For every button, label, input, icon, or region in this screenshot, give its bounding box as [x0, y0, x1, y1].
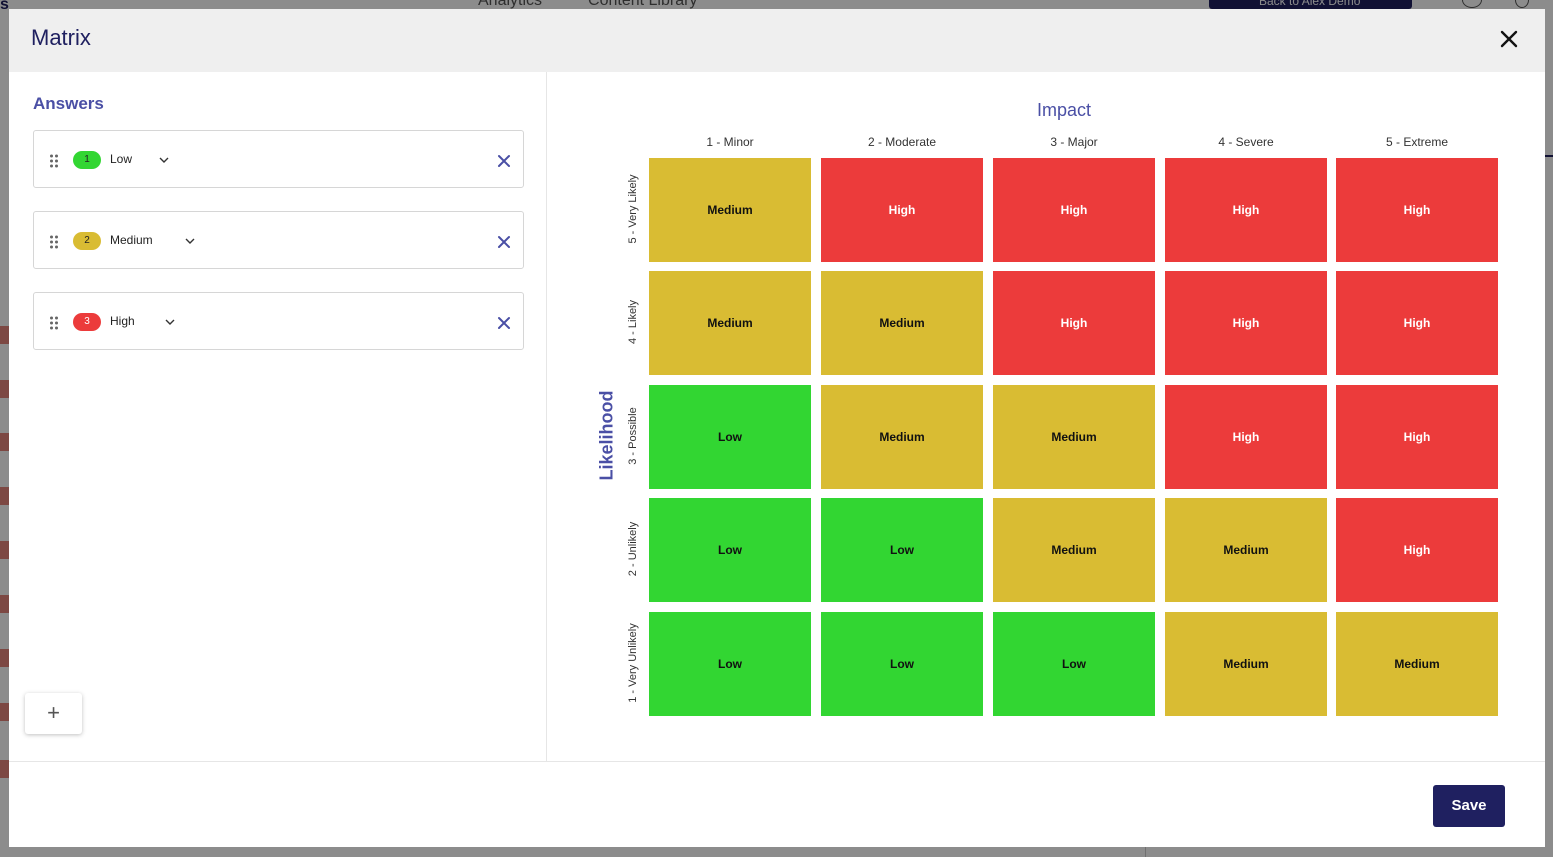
- drag-handle-icon[interactable]: [49, 154, 59, 168]
- matrix-cell[interactable]: Medium: [821, 385, 983, 489]
- matrix-modal: Matrix Answers 1 Low 2 Medium 3 High + Impact…: [9, 9, 1545, 847]
- matrix-cell[interactable]: High: [1165, 385, 1327, 489]
- background-row-marker: [0, 760, 9, 778]
- background-row-marker: [0, 595, 9, 613]
- matrix-cell[interactable]: High: [993, 158, 1155, 262]
- remove-answer-icon[interactable]: [496, 315, 512, 331]
- matrix-cell[interactable]: Medium: [1336, 612, 1498, 716]
- answer-label: Low: [110, 152, 133, 166]
- background-row-marker: [0, 433, 9, 451]
- likelihood-axis-title: Likelihood: [596, 390, 617, 481]
- back-button[interactable]: Back to Alex Demo: [1209, 0, 1412, 9]
- close-icon: [1500, 30, 1518, 48]
- remove-answer-icon[interactable]: [496, 153, 512, 169]
- matrix-cell[interactable]: Medium: [993, 385, 1155, 489]
- modal-body: Answers 1 Low 2 Medium 3 High + Impact Likeli…: [9, 72, 1545, 762]
- answer-row[interactable]: 2 Medium: [33, 211, 524, 269]
- nav-analytics[interactable]: Analytics: [478, 0, 543, 9]
- drag-handle-icon[interactable]: [49, 316, 59, 330]
- remove-answer-icon[interactable]: [496, 234, 512, 250]
- background-row-marker: [0, 649, 9, 667]
- matrix-cell[interactable]: High: [1336, 385, 1498, 489]
- add-answer-button[interactable]: +: [25, 693, 82, 734]
- background-row-marker: [0, 541, 9, 559]
- matrix-cell[interactable]: Medium: [649, 271, 811, 375]
- answers-title: Answers: [33, 94, 104, 113]
- answer-number-badge: 1: [73, 151, 101, 169]
- matrix-cell[interactable]: High: [1336, 271, 1498, 375]
- answer-label: Medium: [110, 233, 153, 247]
- background-row-marker: [0, 703, 9, 721]
- close-button[interactable]: [1495, 25, 1523, 53]
- impact-column-label: 5 - Extreme: [1385, 135, 1448, 149]
- impact-column-label: 2 - Moderate: [867, 135, 937, 149]
- chevron-down-icon[interactable]: [164, 317, 176, 327]
- impact-axis-title: Impact: [1037, 100, 1092, 120]
- modal-title: Matrix: [31, 25, 91, 50]
- background-logo-fragment: s: [0, 0, 9, 13]
- likelihood-row-label: 2 - Unlikely: [627, 521, 639, 577]
- nav-content-library[interactable]: Content Library: [588, 0, 698, 9]
- impact-column-label: 1 - Minor: [706, 135, 754, 149]
- matrix-cell[interactable]: Medium: [1165, 498, 1327, 602]
- background-divider: [1545, 155, 1553, 157]
- modal-footer: Save: [9, 761, 1545, 847]
- matrix-cell[interactable]: Low: [993, 612, 1155, 716]
- matrix-cell[interactable]: High: [993, 271, 1155, 375]
- answer-number-badge: 3: [73, 313, 101, 331]
- likelihood-row-label: 4 - Likely: [627, 299, 639, 345]
- background-row-marker: [0, 487, 9, 505]
- matrix-cell[interactable]: High: [1336, 158, 1498, 262]
- impact-column-label: 4 - Severe: [1218, 135, 1274, 149]
- answer-label: High: [110, 314, 135, 328]
- background-row-marker: [0, 380, 9, 398]
- drag-handle-icon[interactable]: [49, 235, 59, 249]
- answers-panel: Answers 1 Low 2 Medium 3 High +: [9, 72, 547, 762]
- matrix-cell[interactable]: Medium: [993, 498, 1155, 602]
- chevron-down-icon[interactable]: [158, 155, 170, 165]
- background-row-marker: [0, 326, 9, 344]
- matrix-cell[interactable]: Low: [821, 612, 983, 716]
- matrix-cell[interactable]: Medium: [649, 158, 811, 262]
- answer-row[interactable]: 3 High: [33, 292, 524, 350]
- matrix-cell[interactable]: Low: [649, 612, 811, 716]
- matrix-cell[interactable]: Low: [821, 498, 983, 602]
- save-button[interactable]: Save: [1433, 785, 1505, 827]
- answer-row[interactable]: 1 Low: [33, 130, 524, 188]
- matrix-cell[interactable]: High: [1336, 498, 1498, 602]
- matrix-cell[interactable]: High: [821, 158, 983, 262]
- impact-column-label: 3 - Major: [1050, 135, 1098, 149]
- matrix-cell[interactable]: Low: [649, 385, 811, 489]
- chevron-down-icon[interactable]: [184, 236, 196, 246]
- answer-number-badge: 2: [73, 232, 101, 250]
- likelihood-row-label: 5 - Very Likely: [627, 174, 639, 244]
- matrix-cell[interactable]: Medium: [1165, 612, 1327, 716]
- matrix-panel: Impact Likelihood 1 - Minor 2 - Moderate 3…: [547, 72, 1545, 762]
- background-divider: [1145, 846, 1146, 857]
- matrix-cell[interactable]: Low: [649, 498, 811, 602]
- matrix-cell[interactable]: Medium: [821, 271, 983, 375]
- background-nav: Analytics Content Library: [478, 0, 697, 10]
- likelihood-row-label: 1 - Very Unlikely: [627, 623, 639, 703]
- likelihood-row-label: 3 - Possible: [627, 407, 639, 465]
- modal-header: Matrix: [9, 9, 1545, 72]
- matrix-cell[interactable]: High: [1165, 271, 1327, 375]
- matrix-cell[interactable]: High: [1165, 158, 1327, 262]
